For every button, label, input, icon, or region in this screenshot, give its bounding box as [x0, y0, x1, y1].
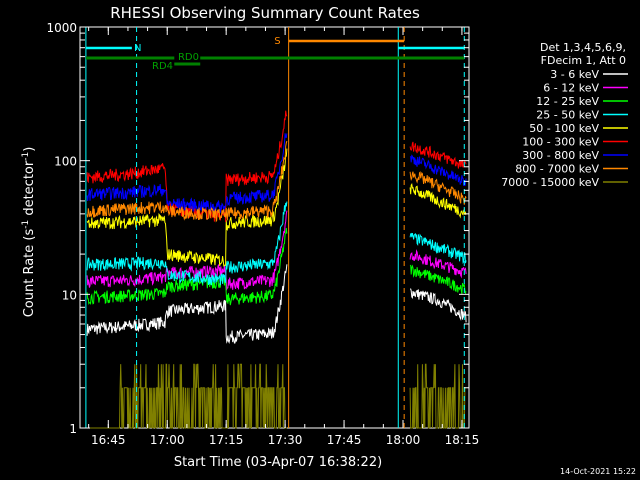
legend-label-3: 12 - 25 keV	[536, 95, 599, 108]
x-tick-label-5: 18:00	[386, 433, 421, 447]
y-axis-label-sup2: -1	[21, 152, 31, 161]
y-axis-label-sup1: -1	[21, 220, 31, 229]
series-line-1-pre	[86, 264, 288, 344]
series-line-7-post	[409, 154, 467, 186]
series-layer	[86, 110, 467, 429]
x-axis-label: Start Time (03-Apr-07 16:38:22)	[174, 455, 382, 470]
x-tick-label-1: 17:00	[150, 433, 185, 447]
series-line-6-post	[409, 141, 467, 169]
x-tick-label-0: 16:45	[91, 433, 126, 447]
series-line-3-pre	[86, 228, 288, 306]
y-tick-label-1: 10	[62, 288, 77, 302]
legend-header-2: FDecim 1, Att 0	[541, 54, 626, 67]
series-line-2-pre	[86, 210, 288, 291]
x-tick-label-4: 17:45	[327, 433, 362, 447]
series-line-7-pre	[86, 133, 288, 214]
series-line-9-post	[409, 363, 467, 429]
y-axis-label-mid: detector	[22, 160, 37, 220]
legend-label-1: 3 - 6 keV	[550, 68, 599, 81]
series-line-5-post	[409, 182, 467, 219]
rd0-label: RD0	[178, 52, 199, 63]
legend-label-7: 300 - 800 keV	[522, 149, 599, 162]
y-axis-label-main: Count Rate (s	[22, 229, 37, 318]
series-line-5-pre	[86, 148, 288, 267]
series-line-1-post	[409, 288, 467, 323]
chart-title: RHESSI Observing Summary Count Rates	[110, 4, 420, 22]
y-tick-label-0: 1	[69, 422, 77, 436]
y-tick-label-2: 100	[54, 155, 77, 169]
overlay-layer: N S RD0 RD4	[85, 27, 465, 428]
rd4-label: RD4	[152, 61, 173, 72]
series-line-2-post	[409, 249, 467, 279]
night-label: N	[134, 43, 141, 54]
series-line-8-post	[409, 171, 467, 205]
legend-label-8: 800 - 7000 keV	[515, 163, 599, 176]
legend-header-1: Det 1,3,4,5,6,9,	[540, 41, 626, 54]
saa-label: S	[274, 36, 280, 47]
legend: Det 1,3,4,5,6,9, FDecim 1, Att 0 3 - 6 k…	[501, 41, 628, 189]
timestamp: 14-Oct-2021 15:22	[560, 467, 636, 476]
legend-label-4: 25 - 50 keV	[536, 109, 599, 122]
legend-label-9: 7000 - 15000 keV	[501, 176, 599, 189]
series-line-8-pre	[86, 140, 288, 223]
y-tick-label-3: 1000	[46, 21, 77, 35]
series-line-4-pre	[86, 201, 288, 286]
legend-label-5: 50 - 100 keV	[529, 122, 599, 135]
y-axis-label: Count Rate (s-1 detector-1)	[21, 147, 37, 318]
x-tick-label-6: 18:15	[445, 433, 480, 447]
series-line-3-post	[409, 264, 467, 295]
series-line-4-post	[409, 232, 467, 265]
x-tick-label-2: 17:15	[209, 433, 244, 447]
legend-label-2: 6 - 12 keV	[543, 82, 599, 95]
series-line-9-pre	[87, 363, 287, 429]
x-tick-label-3: 17:30	[268, 433, 303, 447]
y-axis-label-end: )	[22, 147, 37, 152]
axis-layer: 16:45 17:00 17:15 17:30 17:45 18:00 18:15 1 10 10…	[46, 21, 479, 447]
legend-label-6: 100 - 300 keV	[522, 136, 599, 149]
